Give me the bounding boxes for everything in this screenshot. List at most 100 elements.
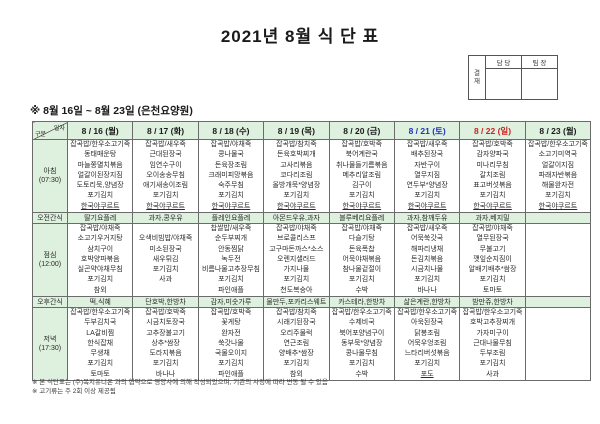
menu-item: 포기김치 <box>545 192 571 200</box>
menu-item: 한국야쿠르트 <box>473 202 512 210</box>
menu-item: 녹두전 <box>221 255 241 263</box>
snack-cell: 삶은계란,한방차 <box>393 296 461 308</box>
snack-cell: 물만두,포카리스웨트 <box>263 296 330 308</box>
snack-cell: 과자,베지밀 <box>459 212 526 224</box>
menu-item: 소고기미역국 <box>538 151 578 159</box>
menu-item: 국물오이지 <box>214 350 248 358</box>
page-title: 2021년 8월 식 단 표 <box>220 27 380 46</box>
menu-item: 배추된장국 <box>411 151 444 159</box>
menu-item: 근대나물무침 <box>473 339 512 347</box>
menu-item: 포기김치 <box>348 276 375 284</box>
menu-item: 해물완자전 <box>541 182 575 190</box>
menu-item: 참나물겉절이 <box>342 266 382 274</box>
menu-item: 도토리묵,양념장 <box>76 182 124 190</box>
menu-item: 오이송송무침 <box>146 171 185 179</box>
menu-item: LA갈비찜 <box>86 329 115 337</box>
menu-item: 잡곡밥/야채죽 <box>472 225 513 233</box>
menu-item: 한국야쿠르트 <box>146 202 185 210</box>
snack-cell: 과자,콩우유 <box>132 212 199 224</box>
menu-item: 미소된장국 <box>149 245 182 253</box>
menu-item: 감자양파국 <box>476 151 509 159</box>
menu-item: 브로콜리스프 <box>277 235 316 243</box>
date-header-4: 8 / 19 (목) <box>263 121 330 140</box>
approval-col-teamlead: 팀 장 <box>521 55 558 69</box>
menu-item: 포도 <box>420 370 434 378</box>
menu-item: 연근조림 <box>283 339 310 347</box>
menu-item: 잡곡밥/한우소고기죽 <box>397 309 458 317</box>
menu-item: 양배추*쌈장 <box>278 350 314 358</box>
menu-item: 어묵우엉조림 <box>407 339 447 347</box>
menu-item: 삼치구이 <box>87 245 114 253</box>
menu-item: 포기김치 <box>152 360 179 368</box>
menu-item: 포기김치 <box>479 192 506 200</box>
menu-item: 미나리무침 <box>476 161 509 169</box>
menu-item: 잡곡밥/야채죽 <box>341 225 383 233</box>
menu-item: 참외 <box>289 370 303 378</box>
menu-item: 사과 <box>486 370 499 378</box>
menu-item: 돈육장조림 <box>214 161 248 169</box>
snack-cell: 플레인요플레 <box>197 212 265 224</box>
meal-cell <box>524 223 592 297</box>
menu-item: 시금치나물 <box>411 266 444 274</box>
menu-item: 포기김치 <box>283 192 310 200</box>
menu-item: 포기김치 <box>152 192 179 200</box>
menu-item: 돈육폭찹 <box>348 245 375 253</box>
menu-item: 두부김치국 <box>84 319 117 327</box>
menu-item: 토마토 <box>482 286 503 294</box>
snack-cell: 단호박,한방차 <box>132 296 199 308</box>
snack-cell: 감자,미숫가루 <box>197 296 265 308</box>
menu-item: 메추리알조림 <box>342 171 382 179</box>
menu-item: 포기김치 <box>87 192 114 200</box>
menu-item: 파인애플 <box>218 286 244 294</box>
menu-item: 호박고추장찌개 <box>469 319 516 327</box>
menu-item: 수박 <box>355 286 369 294</box>
menu-table: 일자 구분 8 / 16 (월) 8 / 17 (화) 8 / 18 (수) 8 / … <box>32 121 592 381</box>
menu-item: 잡곡밥/한우소고기죽 <box>70 309 131 317</box>
meal-cell: 찹쌀밥/새우죽 순두부찌개 안동찜닭 녹두전 비름나물고추장무침 포기김치 파인애플 <box>197 223 265 297</box>
date-range-note: ※ 8월 16일 ~ 8월 23일 (은천요양원) <box>30 105 193 117</box>
menu-item: 사과 <box>159 276 173 284</box>
meal-cell: 잡곡밥/새우죽 어묵쑥갓국 해파리냉채 돈김치볶음 시금치나물 포기김치 바나나 <box>393 223 461 297</box>
meal-cell: 잡곡밥/호박죽 시금치토장국 고추장불고기 상추*쌈장 도라지볶음 포기김치 바나나 <box>132 307 199 381</box>
snack-cell: 밤만쥬,한방차 <box>459 296 526 308</box>
menu-item: 크래미피망볶음 <box>208 171 254 179</box>
menu-item: 포기김치 <box>414 360 441 368</box>
menu-item: 잡곡밥/호박죽 <box>472 141 513 149</box>
menu-row-아침: 아침 (07:30) 잡곡밥/한우소고기죽 동태매운탕 마늘쫑멸치볶음 얼갈이된장지짐 도토… <box>32 139 592 213</box>
footnote-line: ※ 고기류는 주 2회 이상 제공됨 <box>32 387 116 395</box>
menu-item: 알배기배추*쌈장 <box>468 266 517 274</box>
menu-item: 한국야쿠르트 <box>80 202 120 210</box>
menu-row-오전간식: 오전간식 딸기요플레 과자,콩우유 플레인요플레 아몬드우유,과자 블루베리요플레 과자,참… <box>32 212 592 224</box>
menu-item: 잡곡밥/새우죽 <box>406 225 448 233</box>
menu-item: 임연수구이 <box>149 161 182 169</box>
menu-item: 한국야쿠르트 <box>211 202 251 210</box>
menu-item: 다슬기탕 <box>348 235 375 243</box>
menu-item: 바나나 <box>155 370 176 378</box>
meal-cell: 잡곡밥/야채죽 콩나물국 돈육장조림 크래미피망볶음 숙주무침 포기김치 한국야쿠르트 <box>197 139 265 213</box>
menu-item: 고사리볶음 <box>280 161 313 169</box>
menu-item: 표고버섯볶음 <box>473 182 512 190</box>
row-label: 저녁 (17:30) <box>32 307 68 381</box>
corner-cell: 일자 구분 <box>32 121 68 140</box>
footnotes: ※ 본 식단표는 (주)복지유니온 과의 협약으로 영양사에 의해 작성되었으며… <box>32 379 328 396</box>
menu-item: 고추장불고기 <box>146 329 185 337</box>
meal-cell: 잡곡밥/새우죽 근대된장국 임연수구이 오이송송무침 애기새송이조림 포기김치 한국야쿠르트 <box>132 139 199 213</box>
corner-label-date: 일자 <box>53 126 65 132</box>
menu-item: 코다리조림 <box>280 171 313 179</box>
menu-item: 오색비빔밥/야채죽 <box>138 235 193 243</box>
menu-item: 아욱된장국 <box>411 319 444 327</box>
meal-cell: 잡곡밥/한우소고기죽 호박고추장찌개 가자미구이 근대나물무침 두부조림 포기김치 사과 <box>459 307 526 381</box>
menu-item: 어묵야채볶음 <box>342 255 382 263</box>
menu-row-저녁: 저녁 (17:30) 잡곡밥/한우소고기죽 두부김치국 LA갈비찜 한식잡채 무생채 포기김치… <box>32 307 592 381</box>
menu-item: 도라지볶음 <box>149 350 182 358</box>
menu-item: 느타리버섯볶음 <box>404 350 450 358</box>
menu-item: 포기김치 <box>283 360 310 368</box>
menu-item: 갈치조림 <box>479 171 506 179</box>
menu-item: 잡곡밥/호박죽 <box>341 141 383 149</box>
menu-item: 시금치토장국 <box>146 319 185 327</box>
menu-item: 잡곡밥/한우소고기죽 <box>331 309 392 317</box>
approval-col-staff: 담 당 <box>485 55 522 69</box>
